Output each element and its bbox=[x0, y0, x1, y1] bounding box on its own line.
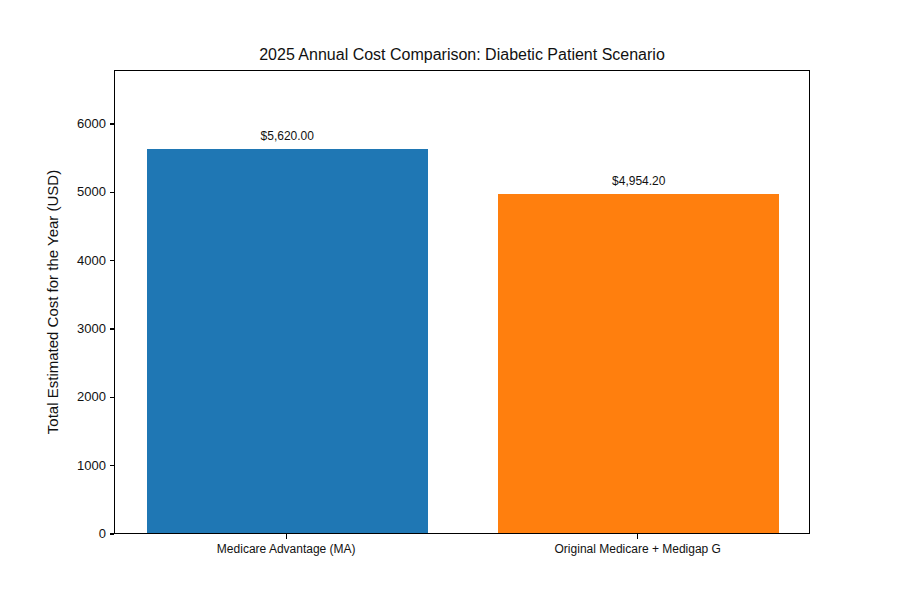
x-tick-label: Medicare Advantage (MA) bbox=[217, 542, 356, 556]
y-tick-label: 1000 bbox=[0, 458, 106, 474]
y-tick-label: 3000 bbox=[0, 321, 106, 337]
y-tick-mark bbox=[110, 192, 115, 193]
x-tick-mark bbox=[637, 534, 638, 539]
chart-figure: 2025 Annual Cost Comparison: Diabetic Pa… bbox=[0, 0, 900, 600]
y-tick-mark bbox=[110, 260, 115, 261]
x-tick-label: Original Medicare + Medigap G bbox=[555, 542, 721, 556]
bar-value-label: $5,620.00 bbox=[261, 129, 314, 143]
y-tick-mark bbox=[110, 533, 115, 534]
y-tick-mark bbox=[110, 328, 115, 329]
y-tick-label: 0 bbox=[0, 526, 106, 542]
y-tick-mark bbox=[110, 397, 115, 398]
x-tick-mark bbox=[286, 534, 287, 539]
y-tick-label: 2000 bbox=[0, 389, 106, 405]
y-tick-mark bbox=[110, 123, 115, 124]
bar-1 bbox=[147, 149, 428, 533]
chart-title: 2025 Annual Cost Comparison: Diabetic Pa… bbox=[114, 46, 810, 64]
y-tick-mark bbox=[110, 465, 115, 466]
y-tick-label: 4000 bbox=[0, 253, 106, 269]
y-tick-label: 6000 bbox=[0, 116, 106, 132]
bar-2 bbox=[498, 194, 779, 533]
bar-value-label: $4,954.20 bbox=[612, 174, 665, 188]
plot-area: $5,620.00 $4,954.20 bbox=[114, 70, 810, 534]
y-tick-label: 5000 bbox=[0, 184, 106, 200]
